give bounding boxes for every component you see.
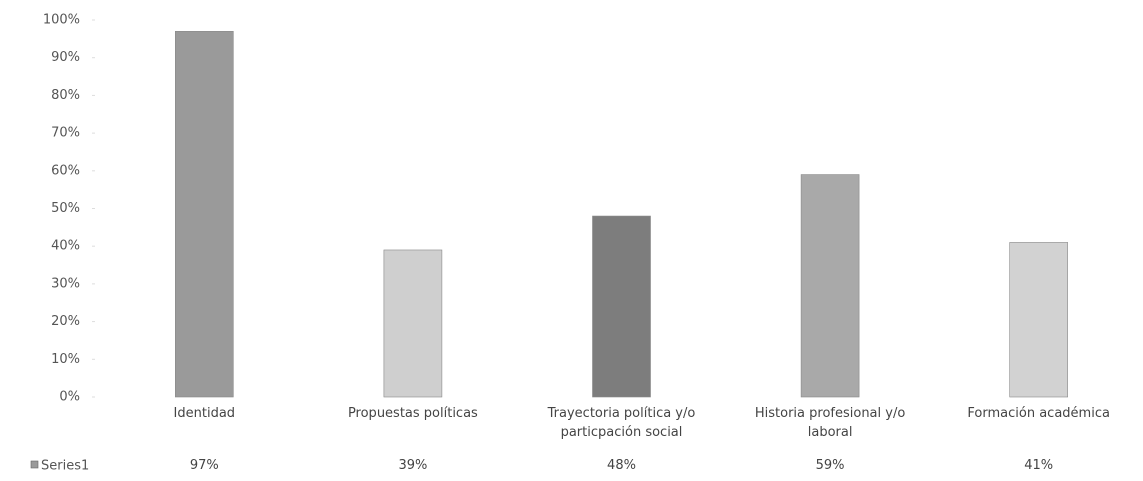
y-tick-label: 40% bbox=[51, 239, 80, 254]
value-label: 41% bbox=[1024, 458, 1054, 473]
x-tick-label: Formación académica bbox=[967, 406, 1110, 421]
y-tick-label: 0% bbox=[59, 390, 80, 405]
y-tick-label: 10% bbox=[51, 352, 80, 367]
bar bbox=[383, 249, 443, 398]
value-label: 48% bbox=[607, 458, 636, 473]
y-tick-label: 100% bbox=[43, 13, 80, 28]
y-tick-label: 60% bbox=[51, 163, 80, 178]
bar bbox=[592, 215, 651, 398]
x-tick-label: Historia profesional y/o laboral bbox=[754, 406, 906, 440]
legend-label: Series1 bbox=[41, 459, 89, 474]
y-tick-label: 30% bbox=[51, 276, 80, 291]
value-label: 59% bbox=[815, 458, 845, 473]
bar bbox=[175, 31, 234, 398]
x-tick-label: Trayectoria política y/o particpación so… bbox=[547, 406, 696, 440]
value-label: 97% bbox=[189, 458, 219, 473]
y-tick-label: 80% bbox=[51, 88, 80, 103]
bar bbox=[1009, 242, 1069, 398]
y-tick-label: 70% bbox=[51, 126, 80, 141]
y-tick-label: 20% bbox=[51, 314, 80, 329]
bar bbox=[800, 174, 860, 398]
x-tick-label: Identidad bbox=[173, 406, 236, 421]
legend-marker bbox=[30, 460, 39, 469]
value-label: 39% bbox=[398, 458, 428, 473]
x-tick-label: Propuestas políticas bbox=[347, 406, 478, 421]
y-tick-label: 50% bbox=[51, 201, 80, 216]
y-tick-label: 90% bbox=[51, 50, 80, 65]
